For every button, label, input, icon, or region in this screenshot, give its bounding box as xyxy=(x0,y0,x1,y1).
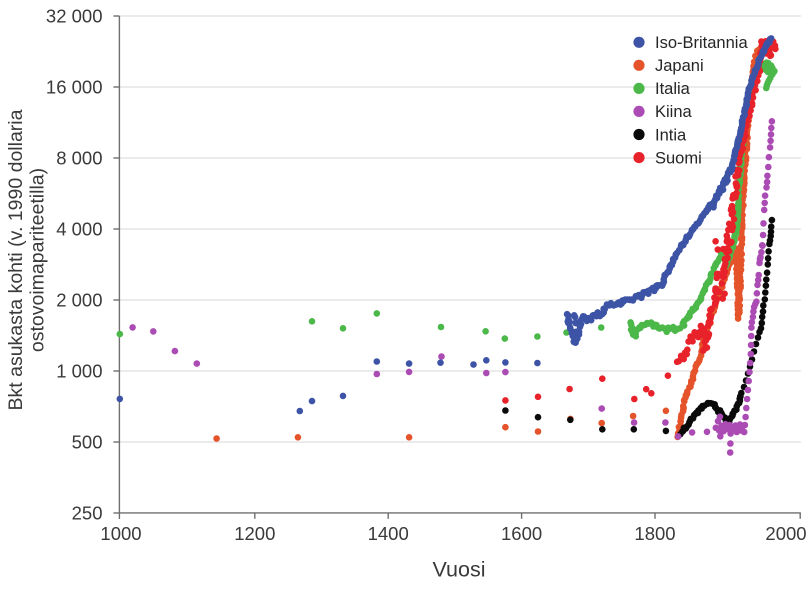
svg-text:8 000: 8 000 xyxy=(56,148,102,169)
svg-text:2000: 2000 xyxy=(765,523,806,544)
svg-text:1800: 1800 xyxy=(634,523,675,544)
svg-text:250: 250 xyxy=(72,503,103,524)
svg-text:Suomi: Suomi xyxy=(655,149,702,167)
svg-text:32 000: 32 000 xyxy=(46,6,103,27)
svg-text:16 000: 16 000 xyxy=(46,77,103,98)
svg-text:Bkt asukasta kohti (v. 1990 do: Bkt asukasta kohti (v. 1990 dollaria xyxy=(5,109,27,410)
svg-text:500: 500 xyxy=(72,432,103,453)
svg-text:Japani: Japani xyxy=(655,57,704,75)
svg-text:1000: 1000 xyxy=(100,523,141,544)
svg-text:Italia: Italia xyxy=(655,80,691,98)
svg-text:2 000: 2 000 xyxy=(56,290,102,311)
svg-text:Vuosi: Vuosi xyxy=(433,558,486,582)
svg-text:Intia: Intia xyxy=(655,126,687,144)
svg-text:1 000: 1 000 xyxy=(56,361,102,382)
svg-text:1200: 1200 xyxy=(234,523,275,544)
svg-text:ostovoimapariteetilla): ostovoimapariteetilla) xyxy=(27,168,49,352)
svg-text:Iso-Britannia: Iso-Britannia xyxy=(655,34,748,52)
svg-text:Kiina: Kiina xyxy=(655,103,693,121)
svg-text:1600: 1600 xyxy=(501,523,542,544)
svg-text:1400: 1400 xyxy=(368,523,409,544)
svg-text:4 000: 4 000 xyxy=(56,219,102,240)
